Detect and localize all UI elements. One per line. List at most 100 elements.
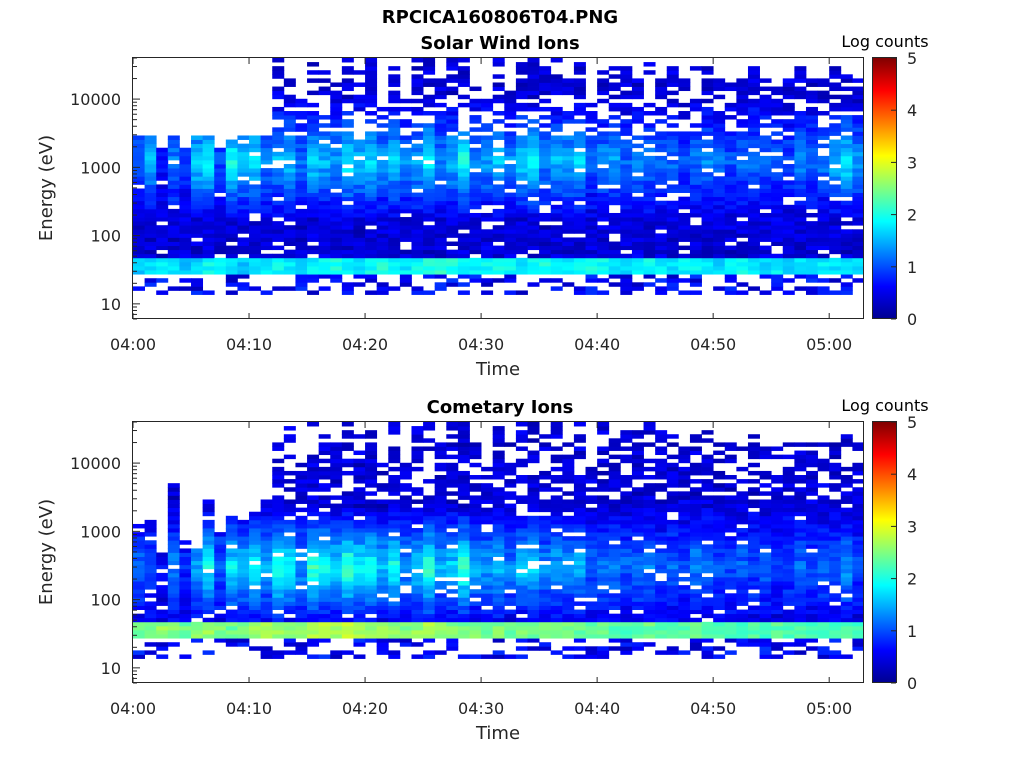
heatmap-cell: [515, 605, 528, 610]
heatmap-cell: [655, 466, 668, 472]
heatmap-cell: [747, 503, 760, 509]
heatmap-cell: [167, 499, 180, 504]
heatmap-cell: [237, 151, 250, 157]
heatmap-cell: [341, 629, 354, 635]
heatmap-cell: [376, 208, 389, 214]
heatmap-cell: [376, 528, 389, 533]
heatmap-cell: [666, 188, 679, 193]
heatmap-cell: [481, 200, 494, 206]
heatmap-cell: [713, 613, 726, 619]
heatmap-cell: [852, 241, 864, 246]
heatmap-cell: [689, 143, 702, 149]
heatmap-cell: [550, 123, 563, 128]
heatmap-cell: [214, 164, 227, 169]
heatmap-cell: [701, 532, 714, 537]
heatmap-cell: [179, 225, 192, 230]
heatmap-cell: [388, 237, 401, 242]
heatmap-cell: [191, 286, 204, 291]
heatmap-cell: [747, 139, 760, 145]
heatmap-cell: [388, 609, 401, 615]
heatmap-cell: [840, 78, 853, 83]
heatmap-cell: [620, 642, 633, 647]
heatmap-cell: [597, 450, 610, 456]
heatmap-cell: [597, 208, 610, 214]
heatmap-cell: [736, 572, 749, 578]
heatmap-cell: [446, 253, 459, 259]
heatmap-cell: [539, 609, 552, 615]
heatmap-cell: [434, 265, 447, 271]
heatmap-cell: [457, 519, 470, 525]
heatmap-cell: [515, 241, 528, 246]
heatmap-cell: [492, 208, 505, 214]
heatmap-cell: [330, 147, 343, 153]
heatmap-cell: [469, 159, 482, 165]
heatmap-cell: [597, 426, 610, 431]
heatmap-cell: [736, 560, 749, 566]
heatmap-cell: [469, 617, 482, 623]
heatmap-cell: [295, 257, 308, 263]
heatmap-cell: [492, 450, 505, 456]
heatmap-cell: [307, 483, 320, 488]
heatmap-cell: [759, 654, 772, 659]
heatmap-cell: [840, 212, 853, 218]
heatmap-cell: [307, 119, 320, 124]
heatmap-cell: [747, 74, 760, 79]
heatmap-cell: [353, 581, 366, 586]
heatmap-cell: [713, 470, 726, 476]
heatmap-cell: [782, 155, 795, 161]
heatmap-cell: [515, 462, 528, 468]
heatmap-cell: [434, 151, 447, 157]
heatmap-cell: [388, 625, 401, 631]
heatmap-cell: [771, 601, 784, 606]
heatmap-cell: [782, 290, 795, 295]
heatmap-cell: [295, 212, 308, 218]
heatmap-cell: [666, 507, 679, 513]
heatmap-cell: [365, 233, 378, 238]
heatmap-cell: [457, 147, 470, 153]
heatmap-cell: [341, 241, 354, 246]
heatmap-cell: [829, 217, 842, 222]
heatmap-cell: [399, 98, 412, 104]
heatmap-cell: [446, 249, 459, 255]
heatmap-cell: [701, 176, 714, 181]
heatmap-cell: [283, 164, 296, 169]
heatmap-cell: [446, 560, 459, 566]
heatmap-cell: [539, 74, 552, 79]
heatmap-cell: [376, 290, 389, 295]
heatmap-cell: [573, 515, 586, 521]
heatmap-cell: [620, 479, 633, 484]
heatmap-cell: [492, 245, 505, 251]
heatmap-cell: [736, 143, 749, 149]
heatmap-cell: [515, 208, 528, 214]
heatmap-cell: [481, 568, 494, 574]
heatmap-cell: [527, 78, 540, 83]
heatmap-cell: [341, 66, 354, 71]
heatmap-cell: [504, 519, 517, 525]
heatmap-cell: [573, 151, 586, 157]
heatmap-cell: [411, 192, 424, 198]
x-axis-label: Time: [475, 359, 520, 380]
heatmap-cell: [527, 568, 540, 574]
heatmap-cell: [678, 168, 691, 173]
heatmap-cell: [237, 184, 250, 189]
heatmap-cell: [283, 196, 296, 202]
heatmap-cell: [701, 654, 714, 659]
heatmap-cell: [759, 483, 772, 488]
heatmap-cell: [179, 204, 192, 210]
heatmap-cell: [457, 200, 470, 206]
heatmap-cell: [585, 581, 598, 586]
heatmap-cell: [759, 544, 772, 549]
heatmap-cell: [457, 241, 470, 246]
heatmap-cell: [167, 212, 180, 218]
heatmap-cell: [353, 528, 366, 533]
heatmap-cell: [678, 135, 691, 140]
heatmap-cell: [597, 217, 610, 222]
heatmap-cell: [805, 164, 818, 169]
heatmap-cell: [446, 507, 459, 513]
heatmap-cell: [237, 593, 250, 598]
heatmap-cell: [330, 650, 343, 655]
heatmap-cell: [167, 257, 180, 263]
heatmap-cell: [515, 221, 528, 226]
heatmap-cell: [608, 568, 621, 574]
heatmap-cell: [597, 613, 610, 619]
